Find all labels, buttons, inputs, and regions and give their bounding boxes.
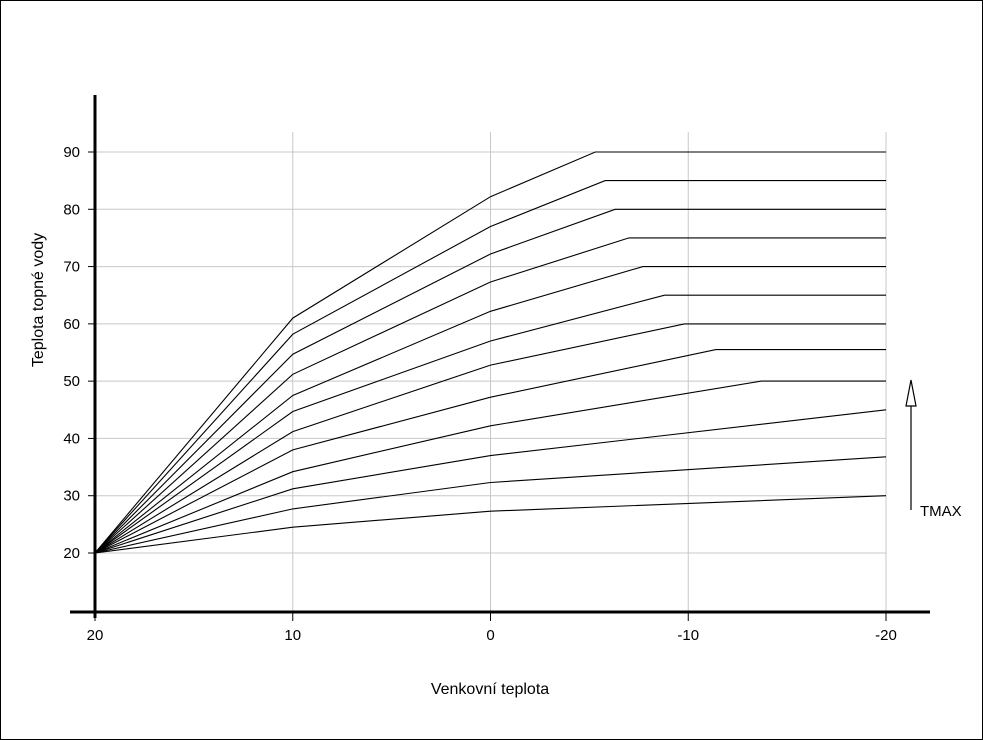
y-tick-label: 80 (63, 201, 80, 218)
y-tick-label: 30 (63, 488, 80, 505)
series-lines (94, 151, 887, 554)
y-tick-label: 70 (63, 259, 80, 276)
x-tick-label: -20 (875, 627, 897, 644)
y-tick-label: 50 (63, 373, 80, 390)
series-line-1 (94, 151, 886, 554)
series-line-9 (94, 380, 886, 554)
series-line-5 (94, 266, 886, 554)
x-tick-label: 20 (87, 627, 104, 644)
y-tick-labels: 20 30 40 50 60 70 80 90 (63, 144, 95, 562)
series-line-4 (94, 237, 886, 554)
series-line-11 (94, 456, 887, 554)
series-line-6 (94, 294, 886, 554)
tmax-label: TMAX (920, 503, 962, 520)
series-line-12 (94, 495, 887, 554)
x-tick-label: -10 (677, 627, 699, 644)
series-line-3 (94, 208, 886, 554)
series-line-10 (94, 409, 887, 554)
series-line-7 (94, 323, 886, 554)
axes (70, 95, 930, 618)
x-axis-label: Venkovní teplota (431, 681, 549, 698)
series-line-8 (94, 349, 886, 554)
x-tick-label: 10 (284, 627, 301, 644)
x-tick-label: 0 (486, 627, 494, 644)
tmax-arrow-icon (905, 379, 917, 510)
y-tick-label: 40 (63, 430, 80, 447)
y-tick-label: 20 (63, 545, 80, 562)
y-tick-label: 90 (63, 144, 80, 161)
series-line-2 (94, 180, 886, 554)
x-tick-labels: 20 10 0 -10 -20 (87, 612, 897, 644)
grid-lines (95, 132, 887, 612)
y-tick-label: 60 (63, 316, 80, 333)
y-axis-label: Teplota topné vody (30, 233, 47, 367)
